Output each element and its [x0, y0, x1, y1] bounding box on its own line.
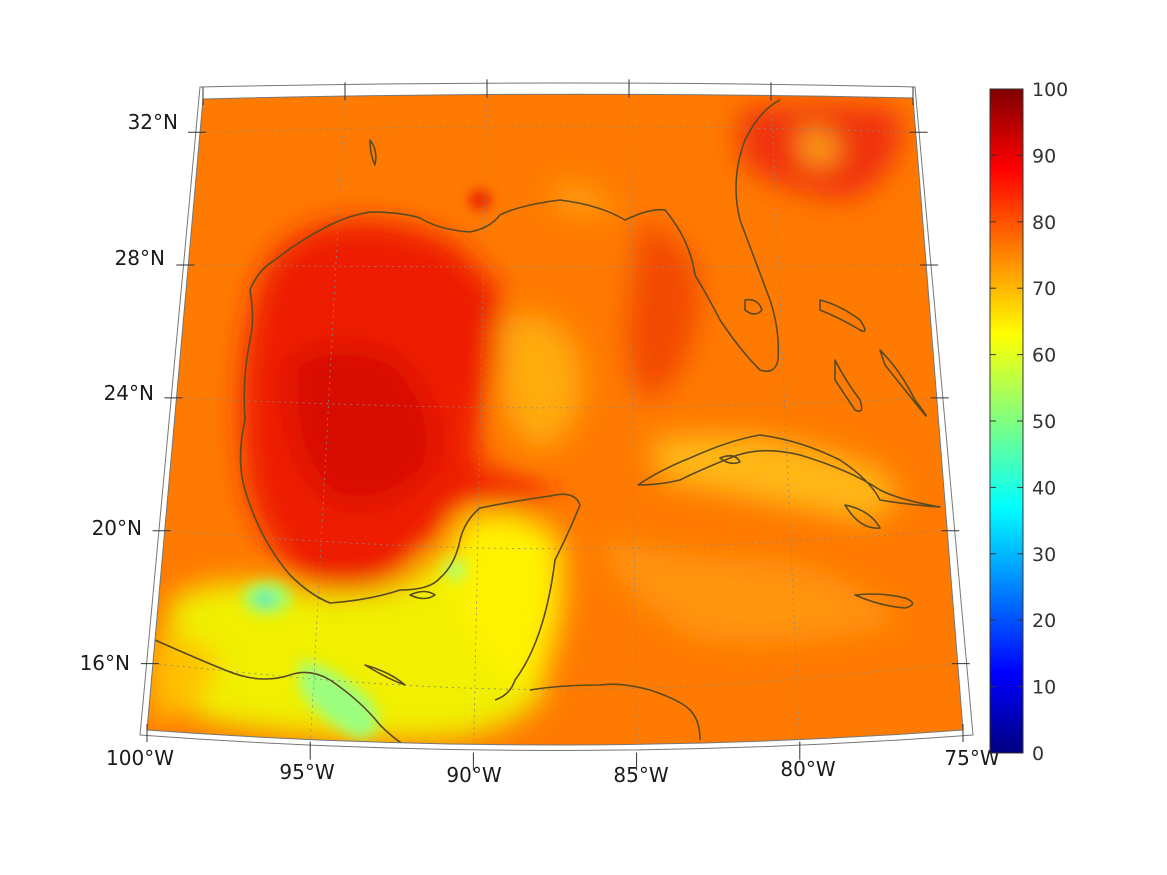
- lon-tick-label: 100°W: [106, 746, 174, 770]
- lon-tick-label: 95°W: [279, 760, 334, 784]
- colorbar-tick-label: 80: [1032, 212, 1056, 234]
- colorbar-tick-label: 30: [1032, 544, 1056, 566]
- axis-tick-labels: 32°N 28°N 24°N 20°N 16°N 100°W 95°W 90°W…: [80, 110, 1000, 787]
- axis-ticks: [140, 79, 970, 771]
- lat-tick-label: 20°N: [92, 516, 142, 540]
- lon-tick-label: 90°W: [446, 763, 501, 787]
- colorbar-tick-label: 90: [1032, 145, 1056, 167]
- lon-tick-label: 85°W: [613, 763, 668, 787]
- colorbar-tick-label: 10: [1032, 677, 1056, 699]
- colorbar-tick-label: 40: [1032, 477, 1056, 499]
- map-frame-inner: [146, 93, 964, 746]
- longitude-gridline: [770, 94, 801, 745]
- map-frame: [139, 82, 974, 751]
- latitude-gridline: [164, 530, 948, 550]
- lat-tick-label: 28°N: [115, 246, 165, 270]
- longitude-gridline: [309, 94, 346, 745]
- colorbar-tick-label: 70: [1032, 278, 1056, 300]
- lat-tick-label: 16°N: [80, 651, 130, 675]
- coastlines: [154, 99, 941, 745]
- lat-tick-label: 32°N: [128, 110, 178, 134]
- colorbar-tick-label: 100: [1032, 79, 1068, 101]
- colorbar-tick-label: 50: [1032, 411, 1056, 433]
- colorbar-tick-label: 0: [1032, 743, 1044, 765]
- colorbar-tick-label: 60: [1032, 345, 1056, 367]
- heat-field: [147, 94, 963, 745]
- lat-tick-label: 24°N: [104, 381, 154, 405]
- latitude-gridline: [176, 397, 937, 409]
- latitude-gridline: [152, 663, 958, 691]
- lon-tick-label: 80°W: [780, 757, 835, 781]
- colorbar-tick-label: 20: [1032, 610, 1056, 632]
- graticule: [147, 94, 963, 745]
